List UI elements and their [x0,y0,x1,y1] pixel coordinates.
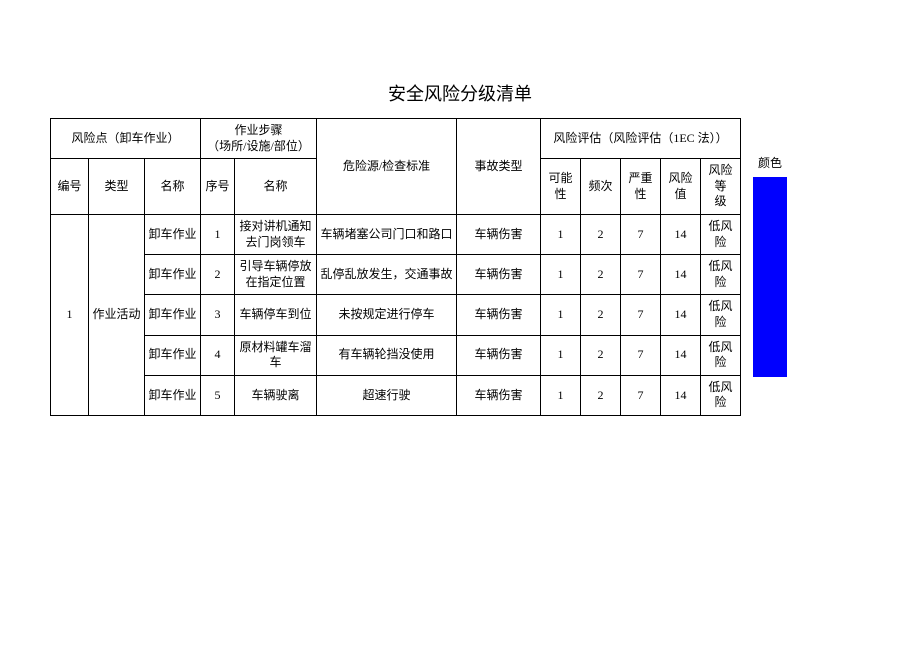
th-risk-point-group: 风险点（卸车作业） [51,119,201,159]
risk-table: 风险点（卸车作业） 作业步骤（场所/设施/部位） 危险源/检查标准 事故类型 风… [50,118,741,416]
th-hazard: 危险源/检查标准 [317,119,457,215]
cell-level: 低风险 [701,295,741,335]
cell-step: 车辆驶离 [235,375,317,415]
cell-s: 7 [621,335,661,375]
color-label: 颜色 [753,118,787,171]
cell-hazard: 未按规定进行停车 [317,295,457,335]
cell-l: 1 [541,335,581,375]
cell-accident: 车辆伤害 [457,335,541,375]
cell-id: 1 [51,214,89,415]
cell-f: 2 [581,255,621,295]
page-title: 安全风险分级清单 [50,80,870,106]
cell-name: 卸车作业 [145,375,201,415]
cell-hazard: 乱停乱放发生，交通事故 [317,255,457,295]
th-risk-value: 风险值 [661,159,701,215]
cell-v: 14 [661,375,701,415]
th-likelihood: 可能性 [541,159,581,215]
th-type: 类型 [89,159,145,215]
table-row: 卸车作业2引导车辆停放在指定位置乱停乱放发生，交通事故车辆伤害12714低风险 [51,255,741,295]
cell-v: 14 [661,255,701,295]
cell-accident: 车辆伤害 [457,295,541,335]
th-work-step-group: 作业步骤（场所/设施/部位） [201,119,317,159]
table-body: 1作业活动卸车作业1接对讲机通知去门岗领车车辆堵塞公司门口和路口车辆伤害1271… [51,214,741,415]
cell-step: 引导车辆停放在指定位置 [235,255,317,295]
cell-accident: 车辆伤害 [457,255,541,295]
cell-s: 7 [621,375,661,415]
cell-level: 低风险 [701,255,741,295]
cell-name: 卸车作业 [145,335,201,375]
cell-hazard: 有车辆轮挡没使用 [317,335,457,375]
cell-seq: 3 [201,295,235,335]
th-frequency: 频次 [581,159,621,215]
cell-accident: 车辆伤害 [457,214,541,254]
th-name: 名称 [145,159,201,215]
th-accident: 事故类型 [457,119,541,215]
cell-hazard: 车辆堵塞公司门口和路口 [317,214,457,254]
cell-f: 2 [581,214,621,254]
cell-v: 14 [661,295,701,335]
table-row: 卸车作业3车辆停车到位未按规定进行停车车辆伤害12714低风险 [51,295,741,335]
cell-s: 7 [621,255,661,295]
cell-level: 低风险 [701,335,741,375]
cell-step: 接对讲机通知去门岗领车 [235,214,317,254]
cell-v: 14 [661,335,701,375]
cell-seq: 1 [201,214,235,254]
cell-seq: 4 [201,335,235,375]
cell-v: 14 [661,214,701,254]
cell-name: 卸车作业 [145,295,201,335]
cell-s: 7 [621,214,661,254]
cell-hazard: 超速行驶 [317,375,457,415]
th-step-name: 名称 [235,159,317,215]
th-id: 编号 [51,159,89,215]
cell-accident: 车辆伤害 [457,375,541,415]
cell-step: 车辆停车到位 [235,295,317,335]
cell-l: 1 [541,375,581,415]
cell-type: 作业活动 [89,214,145,415]
cell-f: 2 [581,335,621,375]
cell-step: 原材料罐车溜车 [235,335,317,375]
cell-l: 1 [541,214,581,254]
cell-l: 1 [541,295,581,335]
th-severity: 严重性 [621,159,661,215]
table-row: 卸车作业4原材料罐车溜车有车辆轮挡没使用车辆伤害12714低风险 [51,335,741,375]
table-row: 1作业活动卸车作业1接对讲机通知去门岗领车车辆堵塞公司门口和路口车辆伤害1271… [51,214,741,254]
th-risk-level: 风险等级 [701,159,741,215]
th-risk-eval-group: 风险评估（风险评估（1EC 法）） [541,119,741,159]
table-row: 卸车作业5车辆驶离超速行驶车辆伤害12714低风险 [51,375,741,415]
cell-seq: 2 [201,255,235,295]
color-block [753,177,787,377]
cell-f: 2 [581,295,621,335]
cell-name: 卸车作业 [145,214,201,254]
cell-level: 低风险 [701,375,741,415]
cell-f: 2 [581,375,621,415]
cell-seq: 5 [201,375,235,415]
cell-s: 7 [621,295,661,335]
cell-l: 1 [541,255,581,295]
cell-level: 低风险 [701,214,741,254]
th-seq: 序号 [201,159,235,215]
cell-name: 卸车作业 [145,255,201,295]
